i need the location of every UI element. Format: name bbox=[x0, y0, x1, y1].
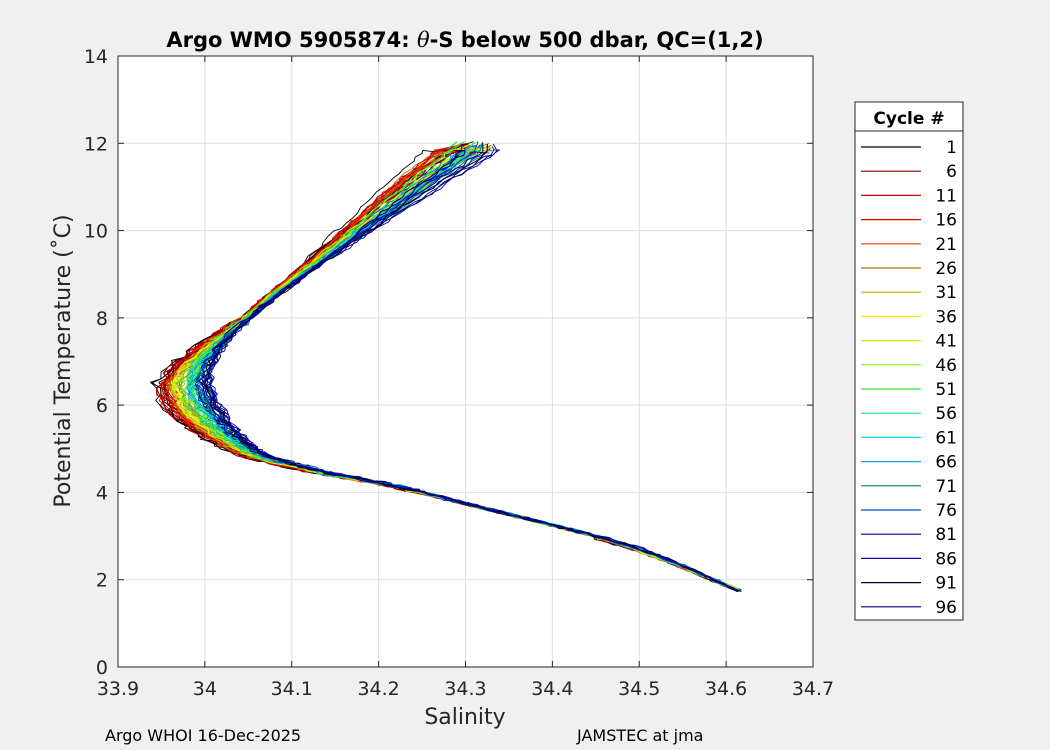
y-tick-label: 6 bbox=[96, 395, 108, 417]
data-lines bbox=[150, 141, 742, 593]
x-tick-label: 33.9 bbox=[97, 678, 139, 700]
legend-label-36: 36 bbox=[935, 307, 957, 327]
legend-label-71: 71 bbox=[935, 477, 957, 497]
x-tick-label: 34.1 bbox=[271, 678, 313, 700]
legend-label-46: 46 bbox=[935, 356, 957, 376]
legend-label-91: 91 bbox=[935, 574, 957, 594]
legend: Cycle # 16111621263136414651566166717681… bbox=[854, 101, 964, 621]
x-tick-label: 34 bbox=[193, 678, 217, 700]
footer-right: JAMSTEC at jma bbox=[576, 726, 703, 745]
legend-label-26: 26 bbox=[935, 259, 957, 279]
legend-title: Cycle # bbox=[873, 109, 944, 129]
ticks: 33.9 34 34.1 34.2 34.3 34.4 34.5 34.6 34.7 0 2 4 6 8 1… bbox=[84, 46, 834, 700]
legend-label-61: 61 bbox=[935, 428, 957, 448]
x-tick-label: 34.3 bbox=[444, 678, 486, 700]
legend-label-81: 81 bbox=[935, 525, 957, 545]
legend-label-51: 51 bbox=[935, 380, 957, 400]
legend-label-96: 96 bbox=[935, 598, 957, 618]
x-tick-label: 34.5 bbox=[618, 678, 660, 700]
legend-label-21: 21 bbox=[935, 235, 957, 255]
y-tick-label: 2 bbox=[96, 570, 108, 592]
legend-label-41: 41 bbox=[935, 332, 957, 352]
chart-title: Argo WMO 5905874: θ-S below 500 dbar, QC… bbox=[166, 28, 763, 52]
x-tick-label: 34.2 bbox=[357, 678, 399, 700]
y-tick-label: 10 bbox=[84, 221, 108, 243]
y-tick-label: 0 bbox=[96, 657, 108, 679]
legend-label-11: 11 bbox=[935, 186, 957, 206]
x-tick-label: 34.7 bbox=[792, 678, 834, 700]
profile-line-cycle-86 bbox=[207, 149, 739, 593]
legend-label-76: 76 bbox=[935, 501, 957, 521]
y-axis-title: Potential Temperature (˚C) bbox=[51, 214, 76, 507]
profile-line-cycle-91 bbox=[203, 143, 741, 592]
legend-label-6: 6 bbox=[946, 162, 957, 182]
footer-left: Argo WHOI 16-Dec-2025 bbox=[105, 726, 301, 745]
legend-label-66: 66 bbox=[935, 453, 957, 473]
y-tick-label: 4 bbox=[96, 482, 108, 504]
legend-label-56: 56 bbox=[935, 404, 957, 424]
y-tick-label: 12 bbox=[84, 133, 108, 155]
y-tick-label: 8 bbox=[96, 308, 108, 330]
y-tick-label: 14 bbox=[84, 46, 108, 68]
legend-label-1: 1 bbox=[946, 138, 957, 158]
legend-label-31: 31 bbox=[935, 283, 957, 303]
legend-label-86: 86 bbox=[935, 549, 957, 569]
x-tick-label: 34.4 bbox=[531, 678, 573, 700]
x-tick-label: 34.6 bbox=[705, 678, 747, 700]
legend-label-16: 16 bbox=[935, 211, 957, 231]
profile-line-cycle-96 bbox=[201, 143, 739, 592]
x-axis-title: Salinity bbox=[424, 705, 505, 730]
